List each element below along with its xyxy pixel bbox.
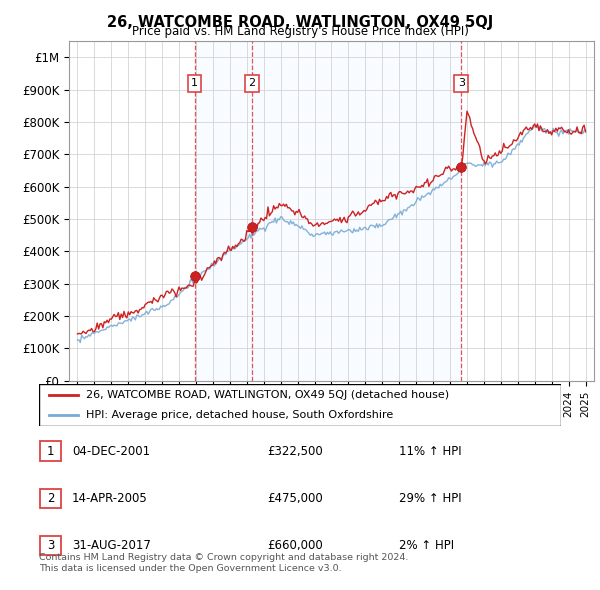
Text: 11% ↑ HPI: 11% ↑ HPI	[399, 444, 461, 458]
Bar	[252, 41, 461, 381]
Text: 26, WATCOMBE ROAD, WATLINGTON, OX49 5QJ (detached house): 26, WATCOMBE ROAD, WATLINGTON, OX49 5QJ …	[86, 390, 449, 400]
Text: 04-DEC-2001: 04-DEC-2001	[72, 444, 150, 458]
Text: 14-APR-2005: 14-APR-2005	[72, 491, 148, 505]
Text: 1: 1	[191, 78, 198, 88]
Text: This data is licensed under the Open Government Licence v3.0.: This data is licensed under the Open Gov…	[39, 564, 341, 573]
Text: 2: 2	[47, 491, 54, 505]
Text: 31-AUG-2017: 31-AUG-2017	[72, 539, 151, 552]
Text: £322,500: £322,500	[267, 444, 323, 458]
Text: 29% ↑ HPI: 29% ↑ HPI	[399, 491, 461, 505]
Text: HPI: Average price, detached house, South Oxfordshire: HPI: Average price, detached house, Sout…	[86, 411, 393, 420]
Text: Contains HM Land Registry data © Crown copyright and database right 2024.: Contains HM Land Registry data © Crown c…	[39, 553, 409, 562]
Text: £475,000: £475,000	[267, 491, 323, 505]
Text: Price paid vs. HM Land Registry's House Price Index (HPI): Price paid vs. HM Land Registry's House …	[131, 25, 469, 38]
Bar	[194, 41, 252, 381]
Text: 3: 3	[458, 78, 465, 88]
Text: 26, WATCOMBE ROAD, WATLINGTON, OX49 5QJ: 26, WATCOMBE ROAD, WATLINGTON, OX49 5QJ	[107, 15, 493, 30]
Text: 1: 1	[47, 444, 54, 458]
Text: 2: 2	[248, 78, 255, 88]
Text: £660,000: £660,000	[267, 539, 323, 552]
Text: 2% ↑ HPI: 2% ↑ HPI	[399, 539, 454, 552]
Text: 3: 3	[47, 539, 54, 552]
